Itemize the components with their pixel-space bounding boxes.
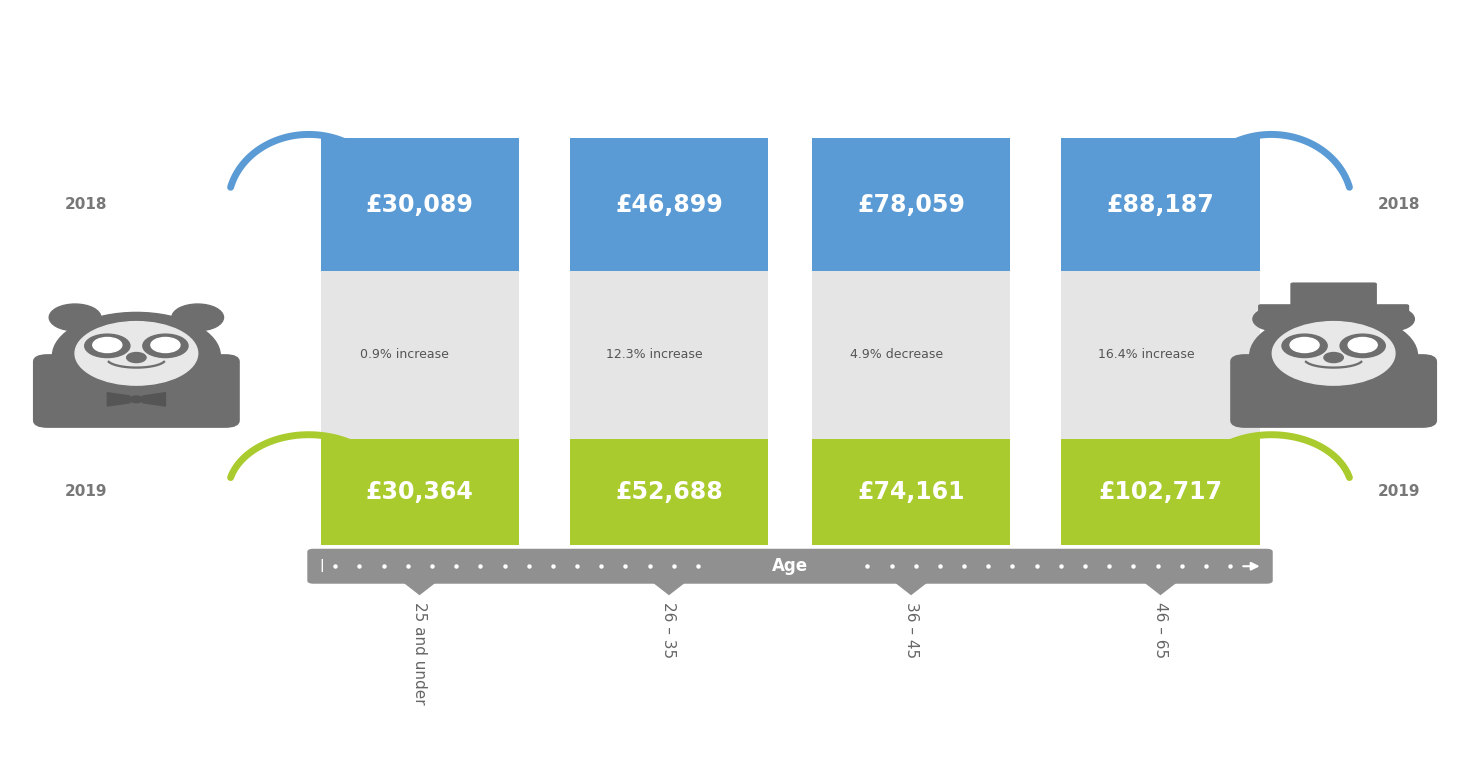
Text: Age: Age bbox=[772, 557, 808, 575]
Text: 4.9% decrease: 4.9% decrease bbox=[850, 349, 942, 362]
Text: 2018: 2018 bbox=[65, 198, 107, 212]
Circle shape bbox=[1250, 312, 1417, 399]
FancyBboxPatch shape bbox=[1291, 282, 1377, 309]
Circle shape bbox=[143, 334, 188, 358]
Circle shape bbox=[1369, 307, 1414, 331]
FancyBboxPatch shape bbox=[811, 138, 1010, 272]
FancyBboxPatch shape bbox=[307, 549, 1273, 584]
Polygon shape bbox=[401, 581, 437, 594]
FancyBboxPatch shape bbox=[570, 138, 767, 272]
Text: 46 – 65: 46 – 65 bbox=[1152, 602, 1169, 658]
FancyBboxPatch shape bbox=[320, 439, 519, 545]
Circle shape bbox=[1324, 353, 1344, 362]
Polygon shape bbox=[1142, 581, 1177, 594]
Polygon shape bbox=[894, 581, 929, 594]
FancyBboxPatch shape bbox=[570, 272, 767, 439]
Polygon shape bbox=[107, 393, 129, 406]
Text: 2019: 2019 bbox=[1377, 485, 1420, 499]
Text: £52,688: £52,688 bbox=[614, 480, 723, 504]
Circle shape bbox=[1291, 337, 1319, 353]
Circle shape bbox=[1252, 307, 1298, 331]
Circle shape bbox=[53, 312, 220, 399]
Circle shape bbox=[1348, 337, 1377, 353]
FancyBboxPatch shape bbox=[1230, 354, 1438, 428]
Text: £74,161: £74,161 bbox=[857, 480, 964, 504]
Circle shape bbox=[1341, 334, 1385, 358]
FancyBboxPatch shape bbox=[570, 439, 767, 545]
Circle shape bbox=[1273, 321, 1395, 385]
Circle shape bbox=[49, 304, 101, 331]
FancyBboxPatch shape bbox=[1061, 138, 1260, 272]
Text: 0.9% increase: 0.9% increase bbox=[360, 349, 450, 362]
Text: £30,364: £30,364 bbox=[366, 480, 473, 504]
FancyBboxPatch shape bbox=[320, 272, 519, 439]
Text: £30,089: £30,089 bbox=[366, 193, 473, 217]
Circle shape bbox=[126, 353, 146, 362]
Polygon shape bbox=[143, 393, 166, 406]
Text: £46,899: £46,899 bbox=[614, 193, 723, 217]
Circle shape bbox=[85, 334, 129, 358]
Circle shape bbox=[151, 337, 179, 353]
FancyBboxPatch shape bbox=[1061, 272, 1260, 439]
Circle shape bbox=[1282, 334, 1327, 358]
Text: 16.4% increase: 16.4% increase bbox=[1098, 349, 1194, 362]
Text: 25 and under: 25 and under bbox=[412, 602, 428, 704]
Text: 2019: 2019 bbox=[65, 485, 107, 499]
Text: 2018: 2018 bbox=[1377, 198, 1420, 212]
Circle shape bbox=[75, 321, 197, 385]
Polygon shape bbox=[651, 581, 686, 594]
FancyBboxPatch shape bbox=[1258, 304, 1410, 317]
Circle shape bbox=[172, 304, 223, 331]
Circle shape bbox=[129, 396, 143, 403]
Text: £78,059: £78,059 bbox=[857, 193, 964, 217]
Text: £88,187: £88,187 bbox=[1107, 193, 1214, 217]
Text: |: | bbox=[319, 559, 325, 572]
FancyBboxPatch shape bbox=[811, 439, 1010, 545]
Text: 26 – 35: 26 – 35 bbox=[662, 602, 676, 658]
FancyBboxPatch shape bbox=[1061, 439, 1260, 545]
Text: £102,717: £102,717 bbox=[1098, 480, 1223, 504]
Text: 12.3% increase: 12.3% increase bbox=[606, 349, 703, 362]
Text: 36 – 45: 36 – 45 bbox=[904, 602, 919, 658]
Circle shape bbox=[93, 337, 122, 353]
FancyBboxPatch shape bbox=[320, 138, 519, 272]
FancyBboxPatch shape bbox=[32, 354, 240, 428]
FancyBboxPatch shape bbox=[811, 272, 1010, 439]
